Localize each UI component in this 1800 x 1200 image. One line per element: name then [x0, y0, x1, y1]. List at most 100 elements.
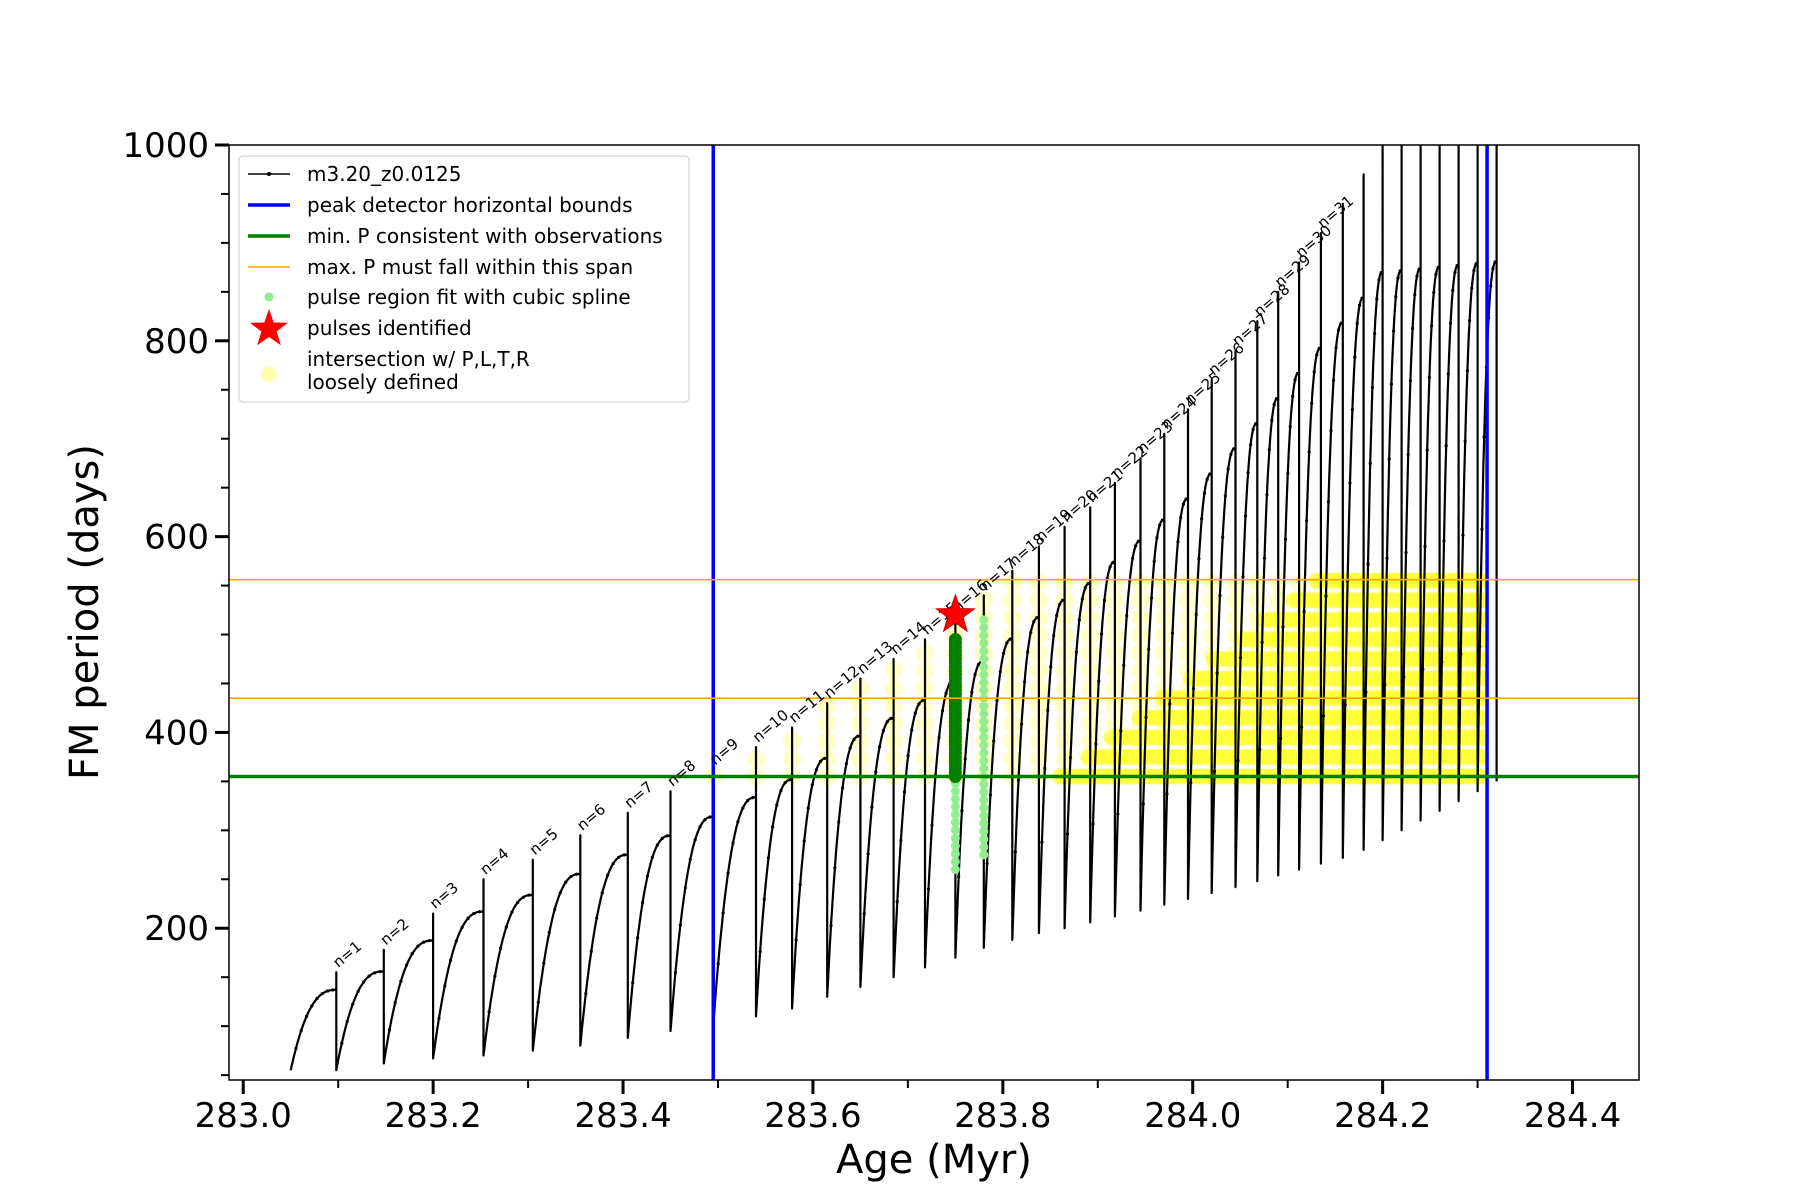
track-point — [1229, 452, 1233, 456]
y-axis-ticks: 200 400 600 800 1000 — [122, 126, 229, 1077]
track-point — [1478, 644, 1482, 649]
track-point — [595, 916, 599, 920]
reference-lines-layer — [229, 145, 1639, 1080]
track-point — [650, 855, 655, 859]
track-point — [1326, 500, 1331, 504]
track-point — [1262, 556, 1267, 560]
spline-point — [948, 632, 962, 646]
track-point — [985, 861, 989, 866]
track-point — [437, 1016, 441, 1020]
track-point — [1398, 269, 1402, 273]
track-point — [1343, 703, 1347, 707]
track-point — [1279, 736, 1283, 740]
spline-point — [979, 701, 989, 711]
track-point — [1491, 266, 1495, 271]
track-point — [1005, 641, 1009, 645]
track-point — [393, 1001, 397, 1005]
track-point — [1427, 375, 1431, 379]
spline-point — [979, 685, 989, 695]
track-point — [1375, 297, 1379, 301]
spline-point — [979, 818, 989, 828]
track-point — [1111, 560, 1115, 564]
track-point — [1463, 439, 1467, 443]
track-point — [852, 737, 856, 742]
legend-label-intersection: intersection w/ P,L,T,R — [307, 347, 530, 371]
track-point — [1032, 620, 1036, 624]
spline-point — [979, 850, 989, 860]
track-point — [1321, 714, 1326, 718]
track-point — [1336, 328, 1341, 332]
track-point — [741, 806, 745, 810]
spline-point — [950, 865, 960, 875]
track-point — [1147, 647, 1151, 651]
track-point — [536, 1000, 540, 1005]
track-point — [1168, 702, 1172, 706]
track-point — [1415, 274, 1419, 278]
track-point — [299, 1028, 303, 1033]
track-point — [1410, 326, 1415, 330]
track-point — [521, 895, 525, 899]
track-point — [988, 793, 993, 797]
track-point — [1373, 332, 1377, 336]
track-point — [1379, 271, 1383, 275]
track-point — [1026, 650, 1030, 654]
track-point — [1448, 321, 1453, 325]
track-point — [895, 899, 899, 904]
track-point — [600, 891, 604, 895]
track-point — [1179, 515, 1183, 520]
track-point — [1324, 594, 1328, 598]
track-point — [1455, 263, 1459, 268]
track-point — [721, 911, 725, 915]
legend-label-max-period: max. P must fall within this span — [307, 255, 633, 279]
spline-point — [950, 833, 960, 843]
legend: m3.20_z0.0125 peak detector horizontal b… — [238, 155, 690, 403]
track-point — [427, 939, 431, 943]
track-point — [1068, 755, 1073, 760]
track-point — [1474, 262, 1478, 266]
track-point — [940, 709, 945, 713]
spline-point — [979, 826, 989, 836]
track-point — [1465, 369, 1469, 373]
track-point — [1108, 565, 1112, 569]
track-point — [1029, 630, 1033, 634]
star-icon — [250, 309, 288, 346]
track-point — [362, 980, 366, 984]
track-point — [874, 770, 878, 774]
track-point — [1480, 527, 1484, 531]
track-point — [910, 728, 914, 732]
track-point — [848, 746, 852, 750]
track-point — [1223, 494, 1228, 498]
legend-entry-pulses: pulses identified — [250, 309, 472, 346]
track-point — [995, 698, 999, 703]
track-point — [944, 691, 948, 696]
track-point — [1241, 575, 1245, 579]
track-point — [340, 1041, 344, 1045]
track-point — [1436, 265, 1440, 269]
track-point — [1315, 353, 1319, 357]
track-point — [844, 762, 848, 766]
track-point — [787, 778, 791, 782]
track-point — [775, 803, 779, 807]
track-point — [1049, 664, 1053, 669]
track-point — [1429, 324, 1434, 328]
track-point — [510, 910, 514, 914]
track-point — [589, 949, 593, 953]
spline-point — [979, 764, 989, 774]
track-point — [1307, 450, 1311, 454]
track-point — [917, 702, 921, 706]
track-point — [902, 790, 907, 794]
y-tick-label: 800 — [144, 322, 209, 362]
track-point — [837, 820, 841, 824]
track-point — [351, 1002, 355, 1006]
track-point — [703, 818, 707, 822]
track-point — [1265, 493, 1269, 497]
track-point — [806, 806, 810, 810]
track-point — [1267, 447, 1271, 452]
track-point — [416, 944, 420, 948]
track-point — [345, 1019, 349, 1023]
track-point — [1131, 556, 1135, 560]
track-point — [443, 984, 447, 988]
track-point — [1251, 427, 1255, 432]
track-point — [1141, 802, 1145, 806]
